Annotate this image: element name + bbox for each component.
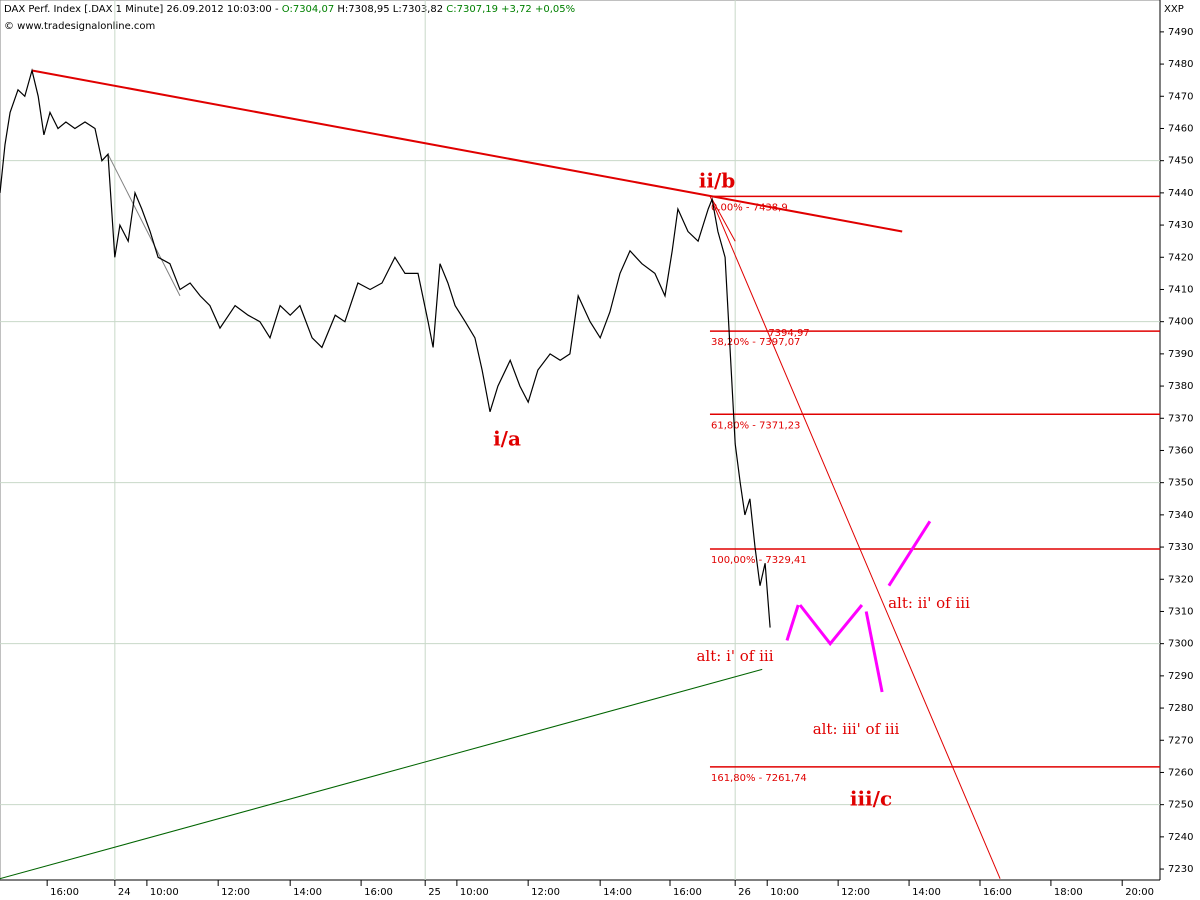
trendline xyxy=(887,520,932,587)
y-tick-label: 7460 xyxy=(1168,123,1193,134)
y-tick-label: 7440 xyxy=(1168,188,1193,199)
fib-label: 100,00% - 7329,41 xyxy=(711,555,807,566)
x-tick-label: 20:00 xyxy=(1125,887,1154,898)
x-tick-label: 18:00 xyxy=(1054,887,1083,898)
annotation: ii/b xyxy=(699,169,736,193)
trendline xyxy=(31,69,903,233)
x-tick-label: 14:00 xyxy=(603,887,632,898)
y-tick-label: 7340 xyxy=(1168,510,1193,521)
y-tick-label: 7280 xyxy=(1168,703,1193,714)
annotation: iii/c xyxy=(850,787,892,811)
annotation: alt: ii' of iii xyxy=(888,594,970,612)
fib-label: 61,80% - 7371,23 xyxy=(711,420,800,431)
trendline xyxy=(785,604,800,641)
header-part: C:7307,19 +3,72 +0,05% xyxy=(446,4,575,15)
annotation: alt: iii' of iii xyxy=(813,720,900,738)
x-tick-label: 24 xyxy=(118,887,131,898)
fib-label: 0,00% - 7438,9 xyxy=(711,202,788,213)
y-tick-label: 7360 xyxy=(1168,445,1193,456)
y-tick-label: 7480 xyxy=(1168,59,1193,70)
y-tick-label: 7430 xyxy=(1168,220,1193,231)
y-tick-label: 7320 xyxy=(1168,574,1193,585)
x-tick-label: 12:00 xyxy=(841,887,870,898)
x-tick-label: 12:00 xyxy=(221,887,250,898)
y-tick-label: 7400 xyxy=(1168,317,1193,328)
plot-area xyxy=(0,0,1161,881)
price-line xyxy=(0,68,771,628)
y-tick-label: 7350 xyxy=(1168,478,1193,489)
x-tick-label: 10:00 xyxy=(460,887,489,898)
x-tick-label: 10:00 xyxy=(150,887,179,898)
fib-label: 38,20% - 7397,07 xyxy=(711,337,800,348)
x-tick-label: 26 xyxy=(738,887,751,898)
y-tick-label: 7420 xyxy=(1168,252,1193,263)
y-tick-label: 7270 xyxy=(1168,735,1193,746)
y-tick-label: 7250 xyxy=(1168,800,1193,811)
y-tick-label: 7410 xyxy=(1168,284,1193,295)
x-tick-label: 12:00 xyxy=(531,887,560,898)
annotation: i/a xyxy=(493,427,521,451)
header: DAX Perf. Index [.DAX 1 Minute] 26.09.20… xyxy=(4,4,575,15)
header-part: O:7304,07 xyxy=(282,4,334,15)
x-tick-label: 10:00 xyxy=(770,887,799,898)
header-part: H:7308,95 L:7303,82 xyxy=(334,4,446,15)
y-tick-label: 7450 xyxy=(1168,156,1193,167)
y-tick-label: 7290 xyxy=(1168,671,1193,682)
y-tick-label: 7310 xyxy=(1168,606,1193,617)
trendline xyxy=(798,604,864,647)
trendline xyxy=(0,668,763,880)
y-tick-label: 7490 xyxy=(1168,27,1193,38)
x-tick-label: 14:00 xyxy=(912,887,941,898)
y-axis-panel xyxy=(1160,0,1200,900)
x-tick-label: 16:00 xyxy=(673,887,702,898)
y-tick-label: 7240 xyxy=(1168,832,1193,843)
trendline xyxy=(107,153,181,297)
trendline xyxy=(709,195,1001,879)
y-tick-label: 7370 xyxy=(1168,413,1193,424)
annotation: 7394,97 xyxy=(768,328,809,339)
y-tick-label: 7260 xyxy=(1168,767,1193,778)
source: © www.tradesignalonline.com xyxy=(4,21,155,32)
y-tick-label: 7380 xyxy=(1168,381,1193,392)
y-tick-label: 7390 xyxy=(1168,349,1193,360)
y-tick-label: 7300 xyxy=(1168,639,1193,650)
x-tick-label: 16:00 xyxy=(50,887,79,898)
corner-label: XXP xyxy=(1164,4,1184,15)
x-tick-label: 16:00 xyxy=(983,887,1012,898)
x-tick-label: 16:00 xyxy=(364,887,393,898)
fib-label: 161,80% - 7261,74 xyxy=(711,773,807,784)
y-tick-label: 7230 xyxy=(1168,864,1193,875)
header-part: DAX Perf. Index [.DAX 1 Minute] 26.09.20… xyxy=(4,4,282,15)
trendline xyxy=(711,199,736,242)
x-tick-label: 14:00 xyxy=(293,887,322,898)
y-tick-label: 7470 xyxy=(1168,91,1193,102)
annotation: alt: i' of iii xyxy=(696,647,773,665)
x-tick-label: 25 xyxy=(428,887,441,898)
y-tick-label: 7330 xyxy=(1168,542,1193,553)
trendline xyxy=(864,611,884,693)
